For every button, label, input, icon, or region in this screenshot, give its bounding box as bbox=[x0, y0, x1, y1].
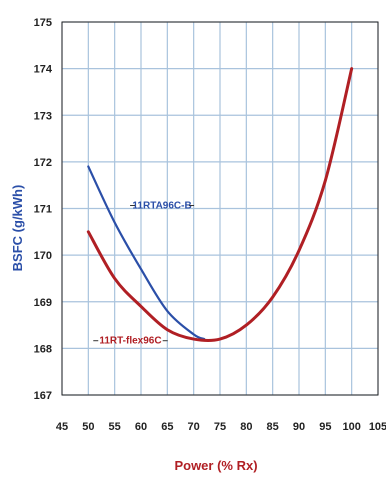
x-tick-label: 55 bbox=[109, 421, 121, 433]
x-tick-label: 50 bbox=[82, 421, 94, 433]
series-annotation: 11RT-flex96C bbox=[99, 336, 161, 347]
y-tick-label: 170 bbox=[34, 250, 52, 262]
x-tick-label: 80 bbox=[240, 421, 252, 433]
plot-frame bbox=[61, 21, 379, 396]
x-axis-title: Power (% Rx) bbox=[174, 458, 257, 473]
y-axis-title: BSFC (g/kWh) bbox=[10, 185, 25, 272]
x-tick-labels: 45 50 55 60 65 70 75 80 85 90 95 100 105 bbox=[56, 421, 386, 433]
y-tick-label: 174 bbox=[34, 64, 53, 76]
x-tick-label: 75 bbox=[214, 421, 226, 433]
x-tick-label: 85 bbox=[267, 421, 279, 433]
y-tick-label: 169 bbox=[34, 297, 52, 309]
x-tick-label: 45 bbox=[56, 421, 68, 433]
y-tick-label: 175 bbox=[34, 17, 52, 29]
annotations: 11RTA96C-B 11RT-flex96C bbox=[93, 201, 195, 347]
axes bbox=[61, 21, 379, 396]
y-tick-label: 168 bbox=[34, 343, 52, 355]
x-tick-label: 95 bbox=[319, 421, 331, 433]
series-lines bbox=[86, 67, 354, 343]
x-tick-label: 100 bbox=[342, 421, 360, 433]
x-tick-label: 65 bbox=[161, 421, 173, 433]
x-tick-label: 90 bbox=[293, 421, 305, 433]
series-annotation: 11RTA96C-B bbox=[132, 201, 191, 212]
y-tick-label: 172 bbox=[34, 157, 52, 169]
y-tick-label: 167 bbox=[34, 390, 52, 402]
x-tick-label: 60 bbox=[135, 421, 147, 433]
y-tick-labels: 167 168 169 170 171 172 173 174 175 bbox=[34, 17, 53, 402]
series-line-2 bbox=[86, 67, 354, 343]
y-tick-label: 173 bbox=[34, 110, 52, 122]
x-tick-label: 70 bbox=[188, 421, 200, 433]
series-line-1 bbox=[87, 165, 206, 341]
y-tick-label: 171 bbox=[34, 204, 52, 216]
x-tick-label: 105 bbox=[369, 421, 386, 433]
